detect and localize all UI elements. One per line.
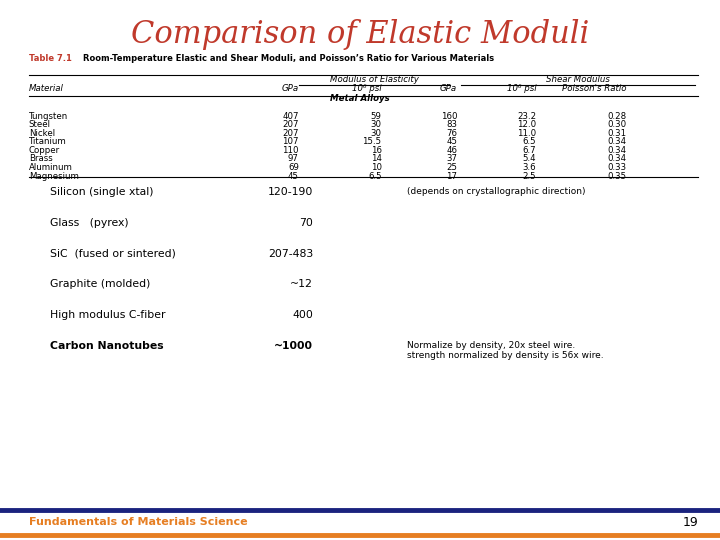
Text: 69: 69: [288, 163, 299, 172]
Text: Silicon (single xtal): Silicon (single xtal): [50, 187, 154, 197]
Text: 30: 30: [371, 129, 382, 138]
Text: SiC  (fused or sintered): SiC (fused or sintered): [50, 248, 176, 259]
Text: Magnesium: Magnesium: [29, 172, 78, 180]
Text: Shear Modulus: Shear Modulus: [546, 75, 610, 84]
Text: 0.34: 0.34: [607, 137, 626, 146]
Text: Modulus of Elasticity: Modulus of Elasticity: [330, 75, 419, 84]
Text: 6.7: 6.7: [523, 146, 536, 155]
Text: 37: 37: [446, 154, 457, 164]
Text: 110: 110: [282, 146, 299, 155]
Text: 407: 407: [282, 112, 299, 121]
Text: GPa: GPa: [282, 84, 299, 93]
Text: Comparison of Elastic Moduli: Comparison of Elastic Moduli: [131, 19, 589, 50]
Text: 0.28: 0.28: [607, 112, 626, 121]
Text: 0.34: 0.34: [607, 154, 626, 164]
Text: 3.6: 3.6: [523, 163, 536, 172]
Text: 6.5: 6.5: [523, 137, 536, 146]
Text: 12.0: 12.0: [517, 120, 536, 129]
Text: 70: 70: [300, 218, 313, 228]
Text: 10⁶ psi: 10⁶ psi: [507, 84, 536, 93]
Text: 46: 46: [446, 146, 457, 155]
Text: 0.30: 0.30: [607, 120, 626, 129]
Text: Aluminum: Aluminum: [29, 163, 73, 172]
Text: 0.35: 0.35: [607, 172, 626, 180]
Text: 0.31: 0.31: [607, 129, 626, 138]
Text: 0.34: 0.34: [607, 146, 626, 155]
Text: 10⁶ psi: 10⁶ psi: [352, 84, 382, 93]
Text: ~12: ~12: [290, 279, 313, 289]
Text: 25: 25: [446, 163, 457, 172]
Text: ~1000: ~1000: [274, 341, 313, 351]
Text: 207: 207: [282, 129, 299, 138]
Text: 107: 107: [282, 137, 299, 146]
Text: Nickel: Nickel: [29, 129, 55, 138]
Text: 207-483: 207-483: [268, 248, 313, 259]
Text: 6.5: 6.5: [368, 172, 382, 180]
Text: 5.4: 5.4: [523, 154, 536, 164]
Text: GPa: GPa: [440, 84, 457, 93]
Text: Table 7.1: Table 7.1: [29, 54, 72, 63]
Text: 400: 400: [292, 310, 313, 320]
Text: 30: 30: [371, 120, 382, 129]
Text: 16: 16: [371, 146, 382, 155]
Text: 19: 19: [683, 516, 698, 529]
Text: Copper: Copper: [29, 146, 60, 155]
Text: 76: 76: [446, 129, 457, 138]
Text: 15.5: 15.5: [362, 137, 382, 146]
Text: 45: 45: [288, 172, 299, 180]
Text: 45: 45: [446, 137, 457, 146]
Text: 207: 207: [282, 120, 299, 129]
Text: 59: 59: [371, 112, 382, 121]
Text: (depends on crystallographic direction): (depends on crystallographic direction): [407, 187, 585, 196]
Text: High modulus C-fiber: High modulus C-fiber: [50, 310, 166, 320]
Text: Poisson's Ratio: Poisson's Ratio: [562, 84, 626, 93]
Text: 11.0: 11.0: [517, 129, 536, 138]
Text: 23.2: 23.2: [517, 112, 536, 121]
Text: Tungsten: Tungsten: [29, 112, 68, 121]
Text: 0.33: 0.33: [607, 163, 626, 172]
Text: Glass   (pyrex): Glass (pyrex): [50, 218, 129, 228]
Text: Brass: Brass: [29, 154, 53, 164]
Text: 120-190: 120-190: [268, 187, 313, 197]
Text: Steel: Steel: [29, 120, 51, 129]
Text: Room-Temperature Elastic and Shear Moduli, and Poisson’s Ratio for Various Mater: Room-Temperature Elastic and Shear Modul…: [83, 54, 494, 63]
Text: Graphite (molded): Graphite (molded): [50, 279, 150, 289]
Text: 17: 17: [446, 172, 457, 180]
Text: Fundamentals of Materials Science: Fundamentals of Materials Science: [29, 517, 248, 527]
Text: Material: Material: [29, 84, 63, 93]
Text: Carbon Nanotubes: Carbon Nanotubes: [50, 341, 164, 351]
Text: 14: 14: [371, 154, 382, 164]
Text: 160: 160: [441, 112, 457, 121]
Text: 2.5: 2.5: [523, 172, 536, 180]
Text: Normalize by density, 20x steel wire.
strength normalized by density is 56x wire: Normalize by density, 20x steel wire. st…: [407, 341, 603, 360]
Text: Titanium: Titanium: [29, 137, 66, 146]
Text: 83: 83: [446, 120, 457, 129]
Text: Metal Alloys: Metal Alloys: [330, 94, 390, 103]
Text: 10: 10: [371, 163, 382, 172]
Text: 97: 97: [288, 154, 299, 164]
